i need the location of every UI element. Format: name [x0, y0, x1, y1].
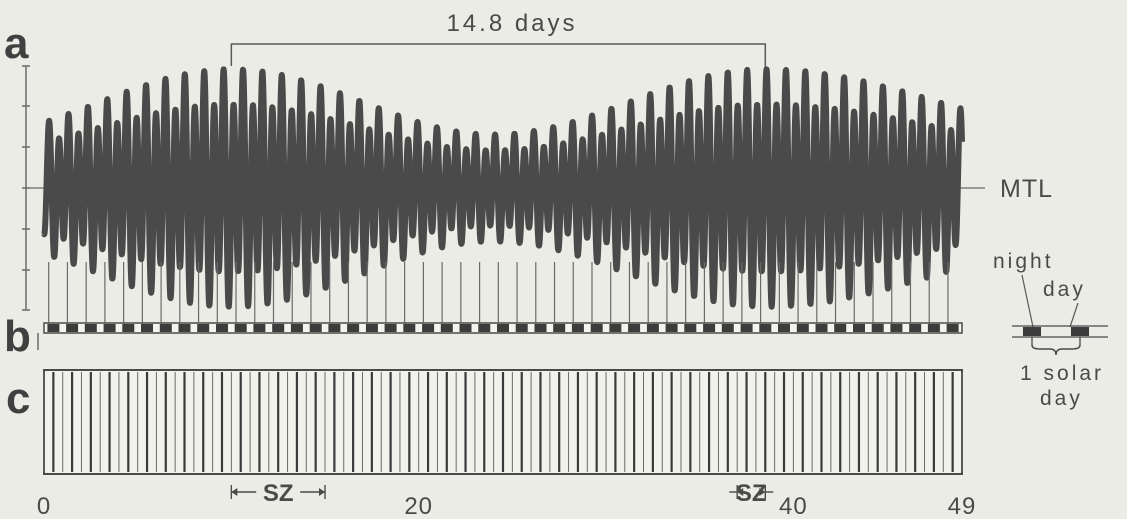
night-bar [703, 324, 716, 332]
night-bar [47, 324, 60, 332]
period-label: 14.8 days [446, 10, 577, 37]
night-bar [834, 324, 847, 332]
legend-day-label: day [1043, 278, 1086, 301]
mtl-label: MTL [1000, 175, 1053, 203]
night-bar [796, 324, 809, 332]
legend-solar-day-label-2: day [1040, 387, 1083, 410]
sz-label: SZ [263, 480, 294, 507]
night-bar [590, 324, 603, 332]
night-bars [47, 324, 959, 332]
night-bar [553, 324, 566, 332]
night-bar [515, 324, 528, 332]
solar-day-brace [1031, 344, 1081, 356]
sz-marker-1: SZ [729, 480, 774, 507]
night-bar [759, 324, 772, 332]
night-bar [290, 324, 303, 332]
legend-night-bar [1023, 327, 1041, 336]
night-bar [309, 324, 322, 332]
night-bar [272, 324, 285, 332]
sz-arrow-right [319, 488, 326, 496]
panel-a-y-axis [22, 65, 30, 311]
night-bar [684, 324, 697, 332]
night-bar [403, 324, 416, 332]
x-tick-label: 20 [404, 493, 433, 519]
night-bar [440, 324, 453, 332]
night-bar [84, 324, 97, 332]
night-bar [365, 324, 378, 332]
panel-c-band-box [43, 369, 963, 475]
night-bar [571, 324, 584, 332]
sz-arrow-left [231, 488, 238, 496]
night-bar [141, 324, 153, 332]
night-bar [871, 324, 884, 332]
night-bar [909, 324, 922, 332]
night-bar [122, 324, 135, 332]
night-bar [628, 324, 641, 332]
night-bar [459, 324, 472, 332]
night-bar [478, 324, 491, 332]
night-bar [66, 324, 79, 332]
panel-b-label: b [4, 312, 31, 361]
night-bar [665, 324, 678, 332]
night-bar [159, 324, 172, 332]
sz-markers: SZ SZ [230, 480, 774, 507]
night-bar [927, 324, 940, 332]
night-bar [384, 324, 397, 332]
sz-arrow-right [759, 488, 766, 496]
legend: night day 1 solar day [993, 250, 1108, 410]
night-bar [890, 324, 903, 332]
night-bar [778, 324, 790, 332]
night-bar [253, 324, 266, 332]
tide-curve [41, 66, 965, 310]
night-bar [609, 324, 622, 332]
night-bar [853, 324, 865, 332]
night-bar [740, 324, 753, 332]
night-bar [497, 324, 509, 332]
x-tick-label: 0 [37, 493, 51, 519]
period-bracket [230, 43, 767, 70]
panel-a-label: a [4, 19, 29, 68]
night-bar [815, 324, 828, 332]
night-bar [234, 324, 247, 332]
sz-label: SZ [736, 480, 767, 507]
night-bar [197, 324, 210, 332]
period-bracket-path [230, 43, 767, 70]
night-bar [328, 324, 341, 332]
night-bar [946, 324, 959, 332]
night-bar [178, 324, 191, 332]
legend-day-bar [1071, 327, 1089, 336]
panel-c-label: c [6, 374, 30, 423]
night-bar [103, 324, 116, 332]
growth-band-lines [43, 372, 963, 472]
x-axis-tick-labels: 0 20 40 49 [37, 493, 977, 519]
x-tick-label: 40 [779, 493, 808, 519]
panel-b-daynight-strip [37, 322, 963, 350]
day-connector-lines [48, 262, 949, 323]
night-bar [422, 324, 435, 332]
night-bar [347, 324, 360, 332]
night-bar [721, 324, 734, 332]
legend-night-label: night [993, 250, 1054, 273]
night-bar [534, 324, 547, 332]
legend-solar-day-label-1: 1 solar [1020, 362, 1104, 385]
night-bar [216, 324, 228, 332]
sz-arrow-left [737, 488, 744, 496]
sz-marker-0: SZ [230, 480, 326, 507]
x-tick-label: 49 [948, 493, 977, 519]
night-bar [646, 324, 659, 332]
